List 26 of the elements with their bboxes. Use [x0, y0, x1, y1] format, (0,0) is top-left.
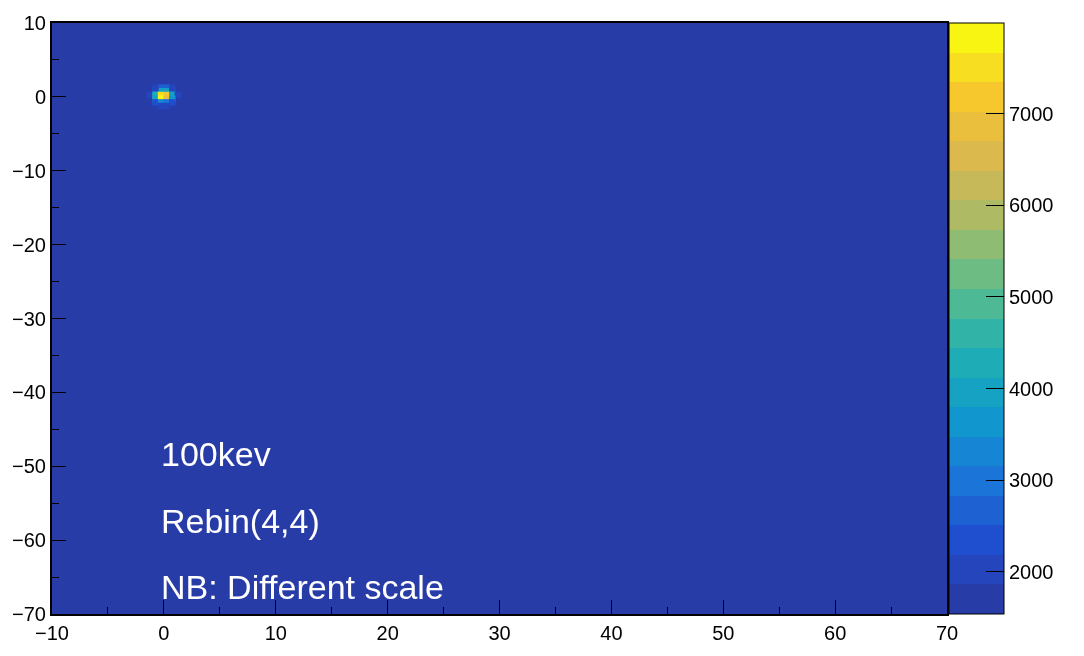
y-tick-label: 0 [34, 85, 46, 108]
y-tick-label: −30 [12, 307, 46, 330]
y-tick-label: −20 [12, 233, 46, 256]
y-tick-label: −50 [12, 455, 46, 478]
y-tick-label: −10 [12, 159, 46, 182]
y-tick-label: 10 [23, 12, 46, 34]
x-tick-label: 50 [712, 622, 735, 644]
color-bar-label: 6000 [1009, 194, 1054, 217]
x-tick-label: 10 [264, 622, 287, 644]
y-tick-label: −70 [12, 603, 46, 625]
color-bar-label: 7000 [1009, 102, 1054, 125]
annotation: 100kev [161, 435, 271, 473]
x-tick-label: 30 [488, 622, 511, 644]
annotation: Rebin(4,4) [161, 502, 320, 540]
color-bar-label: 3000 [1009, 469, 1054, 492]
x-tick-label: 70 [935, 622, 959, 644]
x-tick-label: 40 [600, 622, 623, 644]
x-tick-label: 20 [376, 622, 399, 644]
color-bar-label: 5000 [1009, 285, 1054, 308]
x-tick-label: 0 [158, 622, 170, 644]
x-tick-label: 60 [824, 622, 847, 644]
y-tick-label: −40 [12, 381, 46, 404]
color-bar-label: 2000 [1009, 560, 1054, 583]
color-bar-label: 4000 [1009, 377, 1054, 400]
annotation: NB: Different scale [161, 568, 444, 606]
y-tick-label: −60 [12, 529, 46, 552]
